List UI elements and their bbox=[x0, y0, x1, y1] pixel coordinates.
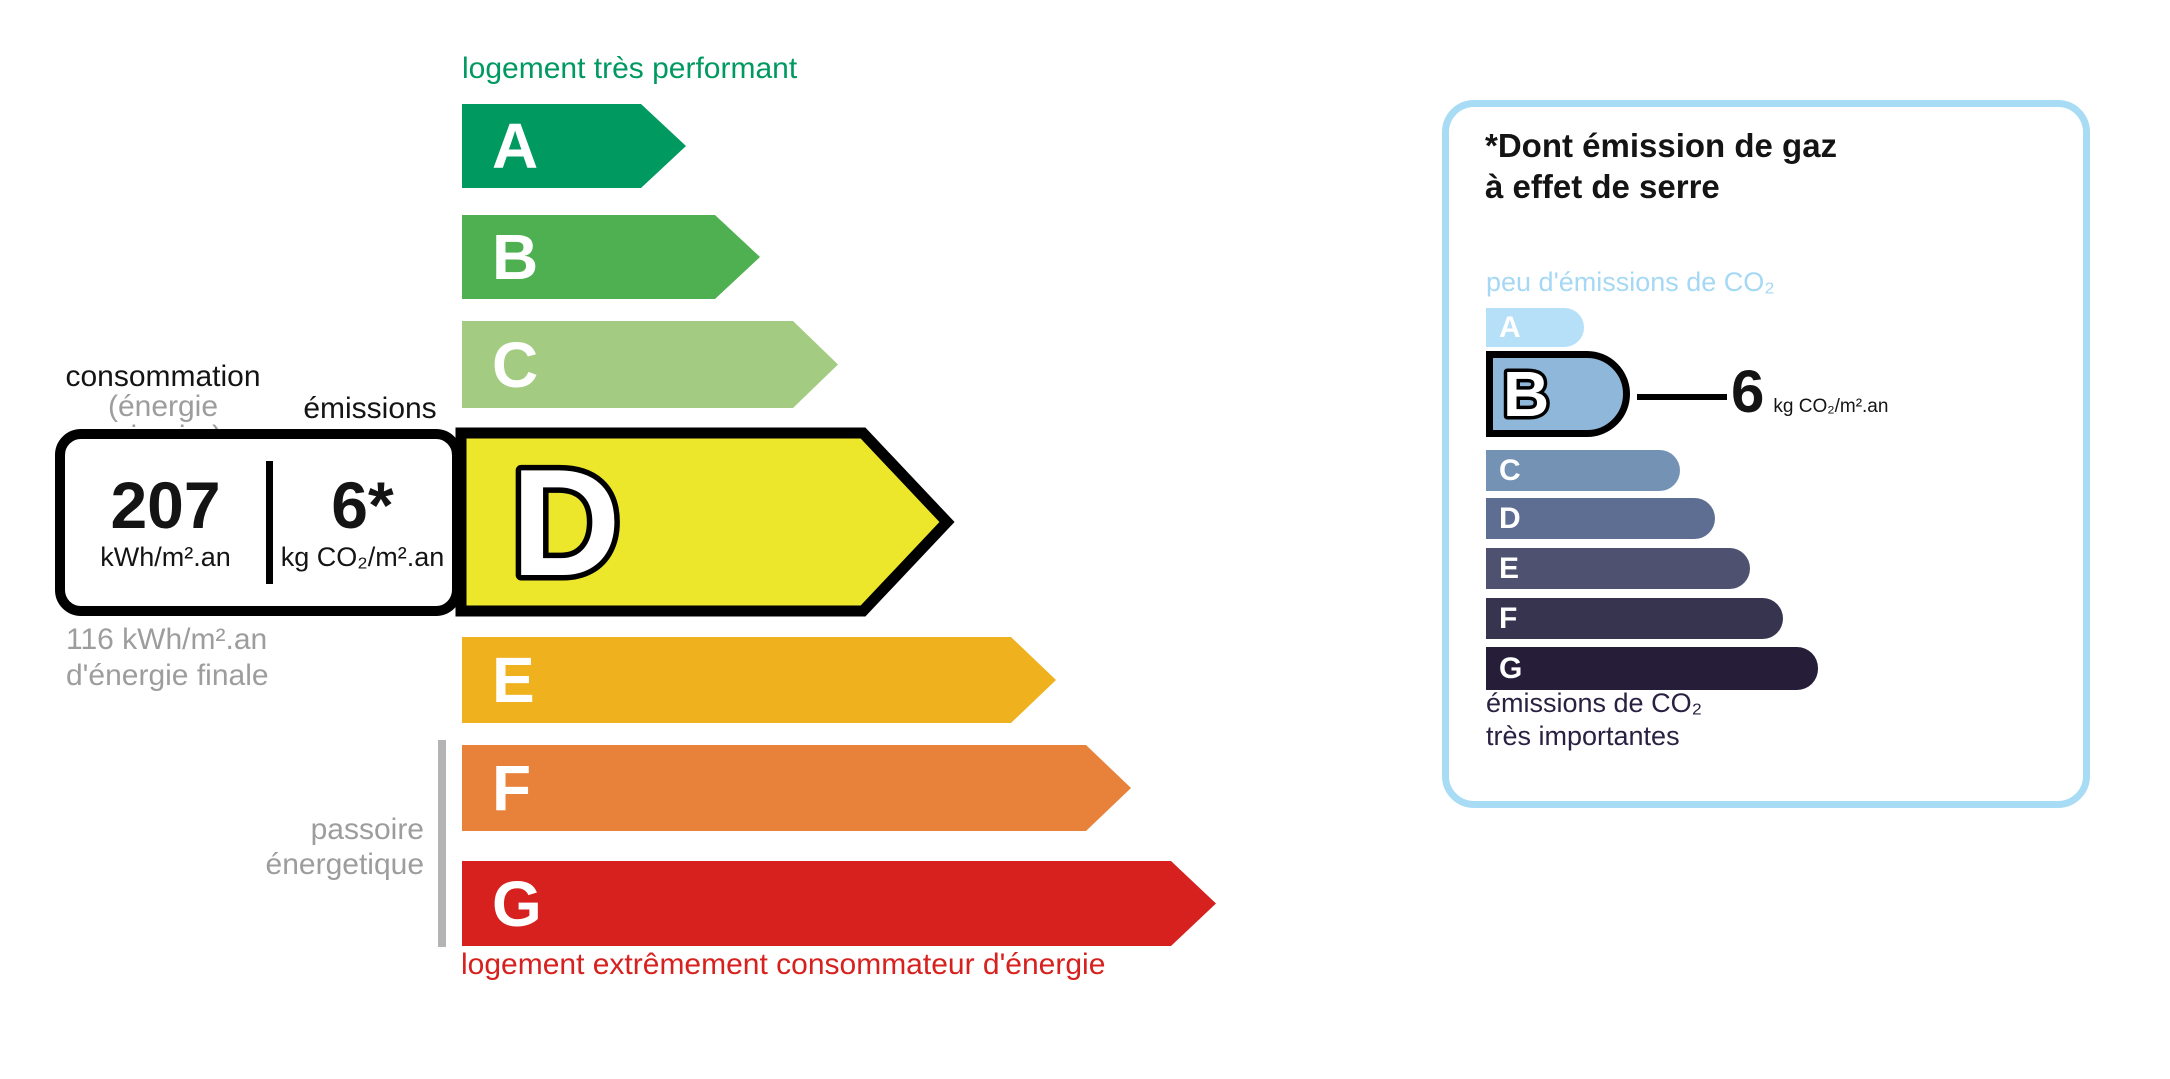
bottom-consumption-label: logement extrêmement consommateur d'éner… bbox=[461, 948, 1106, 981]
dpe-class-f-arrow: F bbox=[462, 745, 1131, 831]
energy-value-cell: 207 kWh/m².an bbox=[65, 439, 266, 606]
ges-class-a-letter: A bbox=[1499, 310, 1521, 344]
ges-high-emissions-label-line1: émissions de CO₂ bbox=[1486, 688, 1703, 718]
ges-class-c-letter: C bbox=[1499, 453, 1521, 487]
dpe-class-b-letter: B bbox=[492, 221, 539, 293]
ges-class-d-bar: D bbox=[1486, 498, 1715, 539]
ges-class-a-bar: A bbox=[1486, 308, 1584, 347]
consumption-header-line1: consommation bbox=[65, 360, 261, 393]
energy-unit: kWh/m².an bbox=[100, 542, 231, 572]
consumption-emissions-box: 207 kWh/m².an 6* kg CO₂/m².an bbox=[55, 429, 462, 616]
ges-high-emissions-label-line2: très importantes bbox=[1486, 721, 1680, 751]
ges-panel-title: *Dont émission de gaz à effet de serre bbox=[1485, 125, 1837, 207]
top-performance-label: logement très performant bbox=[462, 52, 798, 85]
ges-value-unit: kg CO₂/m².an bbox=[1773, 396, 1889, 417]
ges-class-e-letter: E bbox=[1499, 551, 1520, 585]
ges-class-f-letter: F bbox=[1499, 601, 1518, 635]
final-energy-note-line2: d'énergie finale bbox=[66, 659, 269, 692]
dpe-class-c-arrow: C bbox=[462, 321, 838, 408]
energy-sieve-label-line2: énergetique bbox=[265, 848, 424, 881]
co2-unit: kg CO₂/m².an bbox=[280, 542, 445, 572]
dpe-class-e-letter: E bbox=[492, 644, 535, 716]
dpe-class-b-arrow: B bbox=[462, 215, 760, 299]
dpe-class-e-arrow: E bbox=[462, 637, 1056, 723]
ges-value: 6 bbox=[1731, 358, 1765, 425]
emissions-header: émissions bbox=[303, 392, 437, 425]
ges-class-g-letter: G bbox=[1499, 651, 1523, 685]
co2-value-cell: 6* kg CO₂/m².an bbox=[273, 439, 452, 606]
dpe-class-d-letter: D bbox=[511, 438, 621, 608]
ges-class-b-letter-svg: B bbox=[1500, 359, 1553, 429]
ges-class-c-bar: C bbox=[1486, 450, 1680, 491]
co2-value: 6* bbox=[331, 468, 394, 542]
ges-value-group: 6 kg CO₂/m².an bbox=[1731, 362, 1888, 422]
ges-class-b-bar: B bbox=[1486, 351, 1630, 437]
final-energy-note: 116 kWh/m².an d'énergie finale bbox=[66, 622, 269, 694]
ges-panel-title-line1: *Dont émission de gaz bbox=[1485, 127, 1838, 164]
dpe-class-g-letter: G bbox=[492, 867, 542, 940]
ges-class-g-bar: G bbox=[1486, 647, 1818, 690]
ges-low-emissions-label: peu d'émissions de CO₂ bbox=[1486, 267, 1775, 297]
ges-value-connector-line bbox=[1637, 394, 1727, 400]
ges-class-b-letter: B bbox=[1503, 359, 1549, 429]
ges-panel-title-line2: à effet de serre bbox=[1485, 168, 1720, 205]
ges-panel: *Dont émission de gaz à effet de serre p… bbox=[1442, 100, 2090, 808]
energy-value: 207 bbox=[110, 468, 221, 542]
ges-class-f-bar: F bbox=[1486, 598, 1783, 639]
ges-high-emissions-label: émissions de CO₂ très importantes bbox=[1486, 687, 1702, 753]
energy-sieve-label: passoire énergetique bbox=[160, 812, 424, 882]
dpe-class-g-arrow: G bbox=[462, 861, 1216, 946]
dpe-class-a-arrow: A bbox=[462, 104, 686, 188]
dpe-class-f-letter: F bbox=[492, 752, 532, 824]
value-box-divider bbox=[266, 461, 273, 584]
ges-class-d-letter: D bbox=[1499, 501, 1521, 535]
dpe-class-c-letter: C bbox=[492, 328, 539, 401]
final-energy-note-line1: 116 kWh/m².an bbox=[66, 623, 268, 656]
energy-sieve-bracket bbox=[438, 740, 446, 947]
ges-class-e-bar: E bbox=[1486, 548, 1750, 589]
dpe-class-d-arrow: D bbox=[455, 427, 955, 617]
dpe-class-a-letter: A bbox=[492, 110, 539, 182]
energy-sieve-label-line1: passoire bbox=[310, 813, 424, 846]
